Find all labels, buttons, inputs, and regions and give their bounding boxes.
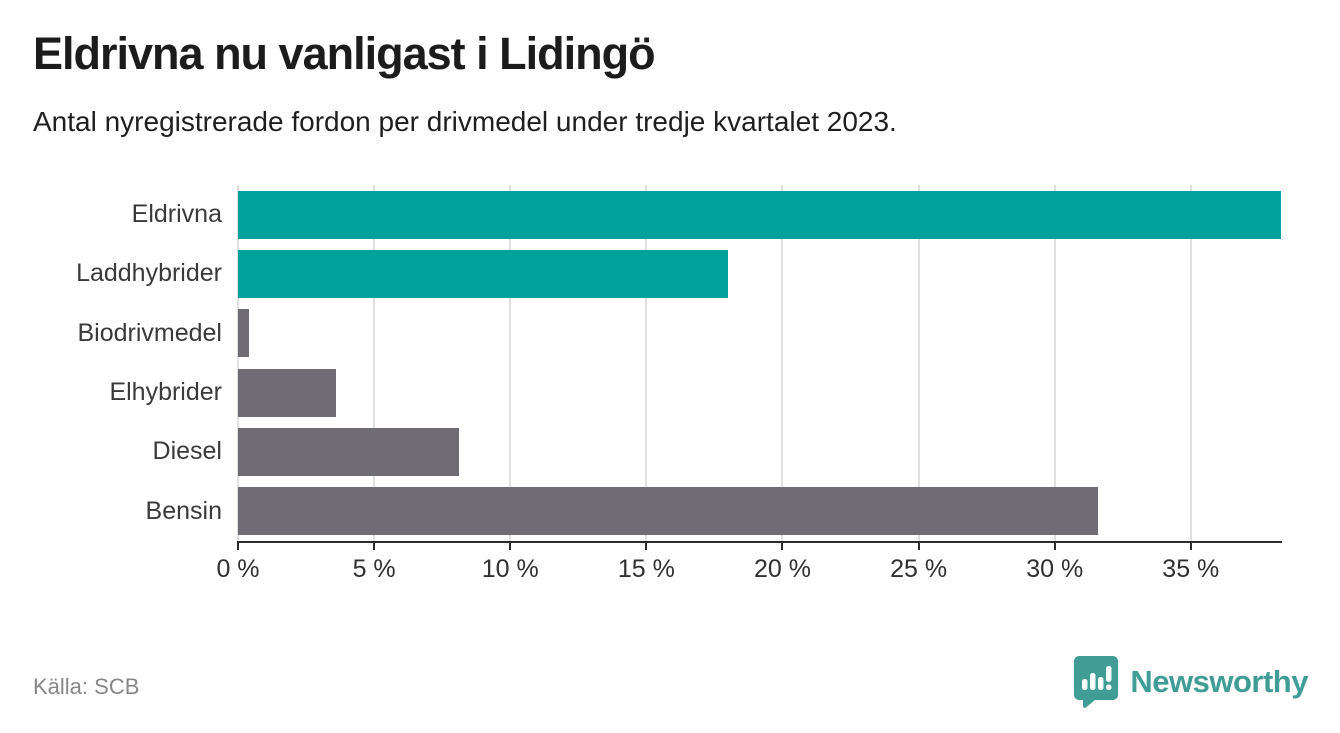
x-axis-tick-mark — [917, 541, 920, 550]
bar-row: Laddhybrider — [76, 244, 1282, 303]
gridline — [645, 185, 648, 541]
x-axis-tick-mark — [645, 541, 648, 550]
x-axis-tick-mark — [1053, 541, 1056, 550]
gridline — [509, 185, 512, 541]
gridline — [1189, 185, 1192, 541]
bar — [238, 309, 249, 358]
x-axis-tick-label: 20 % — [753, 555, 811, 583]
x-axis-tick-label: 10 % — [481, 555, 539, 583]
newsworthy-logo: Newsworthy — [1073, 655, 1308, 709]
bar — [238, 190, 1281, 239]
category-label: Biodrivmedel — [77, 318, 222, 347]
x-axis-tick-mark — [509, 541, 512, 550]
bar — [238, 487, 1099, 536]
bar-row: Diesel — [153, 422, 1282, 481]
x-axis-tick-mark — [781, 541, 784, 550]
category-label: Eldrivna — [131, 200, 222, 229]
bar-row: Eldrivna — [132, 185, 1282, 244]
category-label: Laddhybrider — [76, 259, 222, 288]
newsworthy-bubble-chart-icon — [1073, 655, 1119, 709]
bar-rows: Eldrivna Laddhybrider Biodrivmedel Elhybrid… — [76, 185, 1282, 541]
gridline — [781, 185, 784, 541]
x-axis-tick-label: 15 % — [617, 555, 675, 583]
chart-subtitle: Antal nyregistrerade fordon per drivmede… — [33, 106, 897, 137]
category-label: Elhybrider — [109, 378, 222, 407]
bar — [238, 249, 728, 298]
x-axis-tick-label: 30 % — [1026, 555, 1084, 583]
bar — [238, 427, 459, 476]
x-axis-tick-label: 35 % — [1162, 555, 1220, 583]
newsworthy-wordmark: Newsworthy — [1130, 664, 1308, 699]
x-axis-tick-label: 0 % — [216, 555, 260, 583]
x-axis-tick-mark — [237, 541, 239, 550]
bar-row: Elhybrider — [109, 363, 1282, 422]
x-axis-tick-label: 5 % — [352, 555, 396, 583]
gridline — [237, 185, 239, 541]
plot-area: Eldrivna Laddhybrider Biodrivmedel Elhybrid… — [76, 185, 1282, 583]
gridline — [1053, 185, 1056, 541]
x-axis-line — [238, 541, 1282, 543]
bar-row: Biodrivmedel — [77, 304, 1282, 363]
category-label: Bensin — [145, 496, 222, 525]
bar-row: Bensin — [146, 482, 1282, 541]
x-axis-ticks: 0 % 5 % 10 % 15 % 20 % 25 % 30 % 35 % — [216, 185, 1282, 583]
x-axis-tick-mark — [1189, 541, 1192, 550]
chart-title: Eldrivna nu vanligast i Lidingö — [33, 28, 656, 79]
x-axis-tick-mark — [373, 541, 376, 550]
x-axis-tick-label: 25 % — [890, 555, 948, 583]
bar — [238, 368, 336, 417]
gridline — [917, 185, 920, 541]
gridline — [373, 185, 376, 541]
category-label: Diesel — [152, 437, 222, 466]
source-note: Källa: SCB — [33, 674, 140, 699]
gridlines — [237, 185, 1282, 541]
